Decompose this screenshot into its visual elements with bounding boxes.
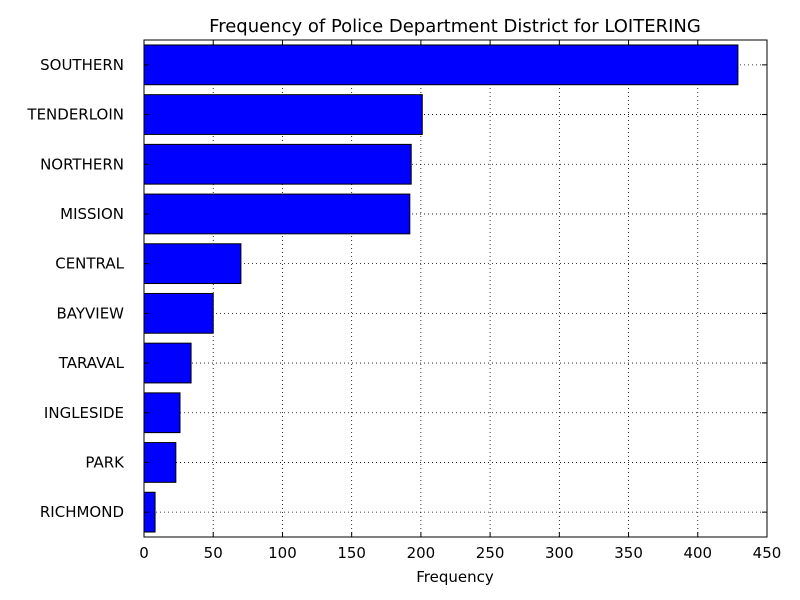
- category-label: BAYVIEW: [56, 304, 124, 322]
- bar-taraval: [143, 342, 192, 384]
- x-tick-label: 200: [407, 544, 436, 562]
- chart-title: Frequency of Police Department District …: [209, 16, 701, 37]
- bar-northern: [143, 143, 412, 185]
- x-axis-label: Frequency: [416, 568, 494, 586]
- x-tick-label: 450: [753, 544, 782, 562]
- x-tick-label: 350: [614, 544, 643, 562]
- category-label: MISSION: [60, 205, 124, 223]
- bar-bayview: [143, 292, 214, 334]
- bar-tenderloin: [143, 94, 423, 135]
- x-tick-label: 300: [545, 544, 574, 562]
- plot-frame: [143, 39, 768, 538]
- category-label: SOUTHERN: [40, 56, 124, 74]
- x-tick-label: 400: [683, 544, 712, 562]
- grid-lines: [144, 40, 767, 537]
- category-label: PARK: [85, 453, 125, 471]
- category-label: NORTHERN: [40, 155, 124, 173]
- category-label: TENDERLOIN: [26, 106, 124, 124]
- category-label: TARAVAL: [58, 354, 125, 372]
- x-tick-label: 50: [204, 544, 223, 562]
- x-tick-label: 0: [139, 544, 149, 562]
- category-labels: SOUTHERN TENDERLOIN NORTHERN MISSION CENTRAL…: [26, 56, 125, 521]
- category-label: INGLESIDE: [44, 404, 124, 422]
- category-label: RICHMOND: [40, 503, 124, 521]
- category-label: CENTRAL: [55, 255, 124, 273]
- bars: [143, 44, 739, 533]
- bar-central: [143, 243, 242, 285]
- bar-ingleside: [143, 392, 181, 434]
- x-tick-labels: 0 50 100 150 200 250 300 350 400 450: [139, 544, 781, 562]
- bar-park: [143, 442, 177, 483]
- tick-marks: [143, 40, 768, 537]
- bar-southern: [143, 44, 739, 86]
- x-tick-label: 150: [337, 544, 366, 562]
- x-tick-label: 250: [476, 544, 505, 562]
- bar-mission: [143, 193, 411, 235]
- x-tick-label: 100: [268, 544, 297, 562]
